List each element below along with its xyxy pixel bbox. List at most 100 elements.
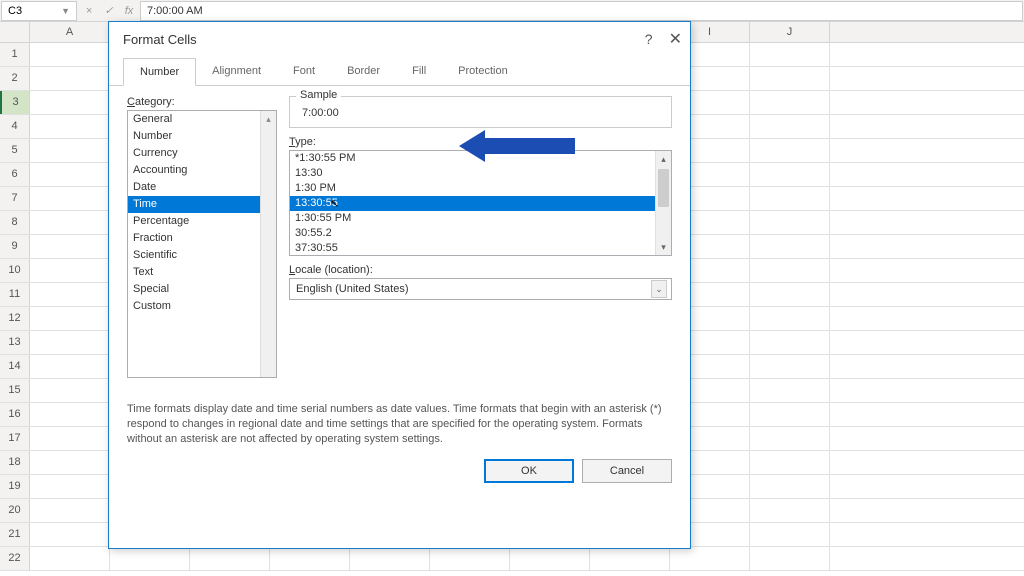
column-header[interactable]: J [750, 22, 830, 42]
cell[interactable] [750, 475, 830, 498]
cell[interactable] [430, 547, 510, 570]
cell[interactable] [750, 499, 830, 522]
tab-protection[interactable]: Protection [442, 58, 524, 85]
cancel-button[interactable]: Cancel [582, 459, 672, 483]
cell[interactable] [750, 259, 830, 282]
cell[interactable] [30, 283, 110, 306]
cell[interactable] [30, 403, 110, 426]
type-item[interactable]: 30:55.2 [290, 226, 671, 241]
category-scrollbar[interactable]: ▴ [260, 111, 276, 377]
row-header[interactable]: 1 [0, 43, 30, 66]
scroll-down-icon[interactable]: ▾ [656, 239, 671, 255]
cell[interactable] [270, 547, 350, 570]
cell[interactable] [30, 67, 110, 90]
row-header[interactable]: 10 [0, 259, 30, 282]
cell[interactable] [750, 163, 830, 186]
cell[interactable] [590, 547, 670, 570]
row-header[interactable]: 4 [0, 115, 30, 138]
type-item[interactable]: 1:30:55 PM [290, 211, 671, 226]
cell[interactable] [750, 43, 830, 66]
row-header[interactable]: 6 [0, 163, 30, 186]
tab-font[interactable]: Font [277, 58, 331, 85]
cell[interactable] [30, 355, 110, 378]
row-header[interactable]: 12 [0, 307, 30, 330]
row-header[interactable]: 8 [0, 211, 30, 234]
cell[interactable] [750, 403, 830, 426]
cell[interactable] [30, 475, 110, 498]
row-header[interactable]: 5 [0, 139, 30, 162]
cell[interactable] [30, 163, 110, 186]
type-scrollbar[interactable]: ▴ ▾ [655, 151, 671, 255]
cell[interactable] [750, 523, 830, 546]
cell[interactable] [750, 355, 830, 378]
scroll-thumb[interactable] [658, 169, 669, 207]
cancel-formula-icon[interactable]: × [82, 5, 96, 17]
type-item[interactable]: 37:30:55 [290, 241, 671, 256]
cell[interactable] [30, 187, 110, 210]
cell[interactable] [30, 499, 110, 522]
tab-alignment[interactable]: Alignment [196, 58, 277, 85]
category-item[interactable]: General [128, 111, 276, 128]
cell[interactable] [30, 43, 110, 66]
help-icon[interactable]: ? [645, 31, 653, 47]
scroll-up-icon[interactable]: ▴ [656, 151, 671, 167]
select-all-corner[interactable] [0, 22, 30, 42]
row-header[interactable]: 16 [0, 403, 30, 426]
category-item[interactable]: Custom [128, 298, 276, 315]
category-item[interactable]: Text [128, 264, 276, 281]
cell[interactable] [510, 547, 590, 570]
row-header[interactable]: 21 [0, 523, 30, 546]
category-item[interactable]: Time [128, 196, 276, 213]
category-item[interactable]: Date [128, 179, 276, 196]
row-header[interactable]: 18 [0, 451, 30, 474]
row-header[interactable]: 17 [0, 427, 30, 450]
row-header[interactable]: 2 [0, 67, 30, 90]
chevron-down-icon[interactable]: ⌄ [651, 280, 667, 298]
cell[interactable] [350, 547, 430, 570]
cell[interactable] [30, 115, 110, 138]
row-header[interactable]: 20 [0, 499, 30, 522]
row-header[interactable]: 13 [0, 331, 30, 354]
name-box[interactable]: C3 ▼ [1, 1, 77, 21]
cell[interactable] [750, 67, 830, 90]
locale-dropdown[interactable]: English (United States) ⌄ [289, 278, 672, 300]
type-item[interactable]: 13:30 [290, 166, 671, 181]
cell[interactable] [750, 187, 830, 210]
cell[interactable] [750, 331, 830, 354]
category-item[interactable]: Accounting [128, 162, 276, 179]
enter-formula-icon[interactable]: ✓ [102, 4, 116, 17]
row-header[interactable]: 7 [0, 187, 30, 210]
row-header[interactable]: 22 [0, 547, 30, 570]
cell[interactable] [30, 427, 110, 450]
formula-input[interactable]: 7:00:00 AM [140, 1, 1023, 21]
row-header[interactable]: 9 [0, 235, 30, 258]
cell[interactable] [750, 235, 830, 258]
row-header[interactable]: 15 [0, 379, 30, 402]
row-header[interactable]: 14 [0, 355, 30, 378]
category-item[interactable]: Scientific [128, 247, 276, 264]
category-item[interactable]: Special [128, 281, 276, 298]
category-listbox[interactable]: GeneralNumberCurrencyAccountingDateTimeP… [127, 110, 277, 378]
cell[interactable] [30, 259, 110, 282]
scroll-up-icon[interactable]: ▴ [261, 111, 276, 127]
row-header[interactable]: 19 [0, 475, 30, 498]
cell[interactable] [750, 307, 830, 330]
cell[interactable] [30, 139, 110, 162]
tab-number[interactable]: Number [123, 58, 196, 86]
cell[interactable] [30, 307, 110, 330]
row-header[interactable]: 11 [0, 283, 30, 306]
cell[interactable] [750, 91, 830, 114]
ok-button[interactable]: OK [484, 459, 574, 483]
cell[interactable] [30, 547, 110, 570]
cell[interactable] [110, 547, 190, 570]
cell[interactable] [750, 139, 830, 162]
cell[interactable] [750, 427, 830, 450]
cell[interactable] [30, 91, 110, 114]
tab-border[interactable]: Border [331, 58, 396, 85]
cell[interactable] [30, 379, 110, 402]
cell[interactable] [670, 547, 750, 570]
category-item[interactable]: Fraction [128, 230, 276, 247]
type-item[interactable]: 13:30:55↖ [290, 196, 671, 211]
cell[interactable] [30, 451, 110, 474]
type-item[interactable]: *1:30:55 PM [290, 151, 671, 166]
